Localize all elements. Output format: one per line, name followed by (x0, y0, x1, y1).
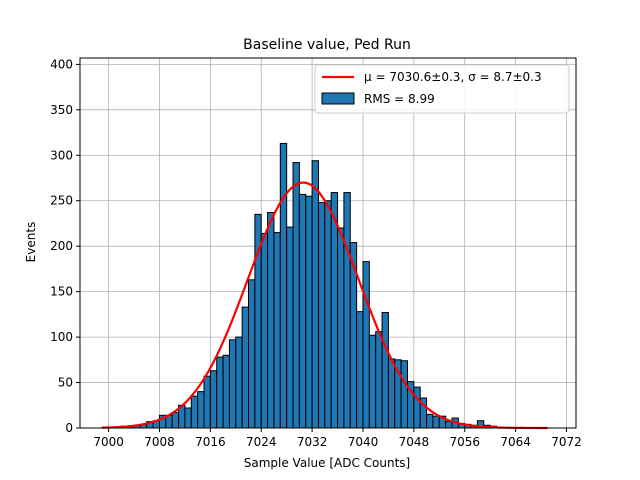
legend: μ = 7030.6±0.3, σ = 8.7±0.3 RMS = 8.99 (314, 64, 570, 114)
x-tick-label: 7064 (500, 435, 531, 449)
x-tick-label: 7024 (246, 435, 277, 449)
histogram-bar (203, 375, 211, 429)
histogram-bar (311, 160, 319, 429)
x-tick-label: 7000 (93, 435, 124, 449)
y-tick-label: 400 (50, 57, 73, 71)
histogram-bar (445, 421, 453, 429)
histogram-bar (381, 312, 389, 429)
legend-hist-swatch (321, 92, 355, 105)
y-tick-label: 350 (50, 103, 73, 117)
x-tick-label: 7056 (449, 435, 480, 449)
x-tick-label: 7072 (551, 435, 582, 449)
histogram-bar (197, 391, 205, 429)
histogram-bar (228, 339, 237, 429)
histogram-bar (298, 193, 307, 429)
histogram-bar (241, 306, 250, 429)
histogram-bar (171, 412, 180, 429)
y-tick-label: 200 (50, 239, 73, 253)
x-tick-label: 7008 (144, 435, 175, 449)
histogram-bar (235, 336, 243, 429)
histogram-bar (387, 358, 396, 429)
histogram-bar (413, 386, 421, 429)
histogram-bar (400, 360, 408, 429)
y-tick-label: 250 (50, 194, 73, 208)
histogram-bar (190, 395, 199, 429)
histogram-bar (286, 226, 294, 429)
histogram-bar (432, 415, 440, 429)
y-axis-ticks: 0 50 100 150 200 250 300 350 400 (50, 57, 80, 435)
x-tick-label: 7048 (399, 435, 430, 449)
x-tick-label: 7032 (297, 435, 328, 449)
histogram-bar (343, 192, 351, 429)
histogram-bar (337, 227, 345, 429)
y-tick-label: 100 (50, 330, 73, 344)
histogram-bar (305, 195, 313, 429)
chart-title: Baseline value, Ped Run (243, 37, 411, 53)
x-tick-label: 7040 (348, 435, 379, 449)
gaussian-fit-curve (102, 181, 548, 430)
histogram-bar (267, 212, 275, 429)
histogram-bar (273, 232, 281, 429)
legend-fit-label: μ = 7030.6±0.3, σ = 8.7±0.3 (364, 70, 542, 84)
histogram-bar (356, 311, 364, 429)
histogram-bar (317, 202, 326, 429)
y-tick-label: 0 (65, 421, 73, 435)
histogram-bar (362, 261, 370, 429)
histogram-bar (279, 142, 288, 429)
legend-hist-label: RMS = 8.99 (364, 92, 435, 106)
histogram-bar (426, 413, 434, 429)
histogram-bar (375, 331, 383, 429)
y-tick-label: 150 (50, 285, 73, 299)
x-axis-label: Sample Value [ADC Counts] (244, 456, 410, 470)
histogram-bar (368, 334, 377, 429)
histogram-bar (222, 354, 230, 429)
histogram-bar (324, 200, 332, 429)
histogram-bar (209, 370, 218, 429)
legend-box (314, 64, 570, 114)
histogram-bar (292, 162, 300, 429)
histogram-bars (101, 142, 498, 429)
histogram-bar (216, 356, 224, 429)
histogram-bar (248, 279, 256, 429)
y-axis-label: Events (24, 222, 38, 263)
x-axis-ticks: 7000 7008 7016 7024 7032 7040 7048 7056 7064 7072 (93, 428, 582, 449)
plot-frame (79, 57, 577, 429)
histogram-bar (184, 407, 192, 429)
y-tick-label: 50 (58, 376, 73, 390)
histogram-bar (330, 192, 339, 429)
x-tick-label: 7016 (195, 435, 226, 449)
axes-frame (79, 57, 577, 429)
legend-fit-sigma: σ = 8.7±0.3 (468, 70, 542, 84)
histogram-bar (260, 232, 269, 429)
y-tick-label: 300 (50, 148, 73, 162)
legend-fit-mu: μ = 7030.6±0.3, (364, 70, 468, 84)
